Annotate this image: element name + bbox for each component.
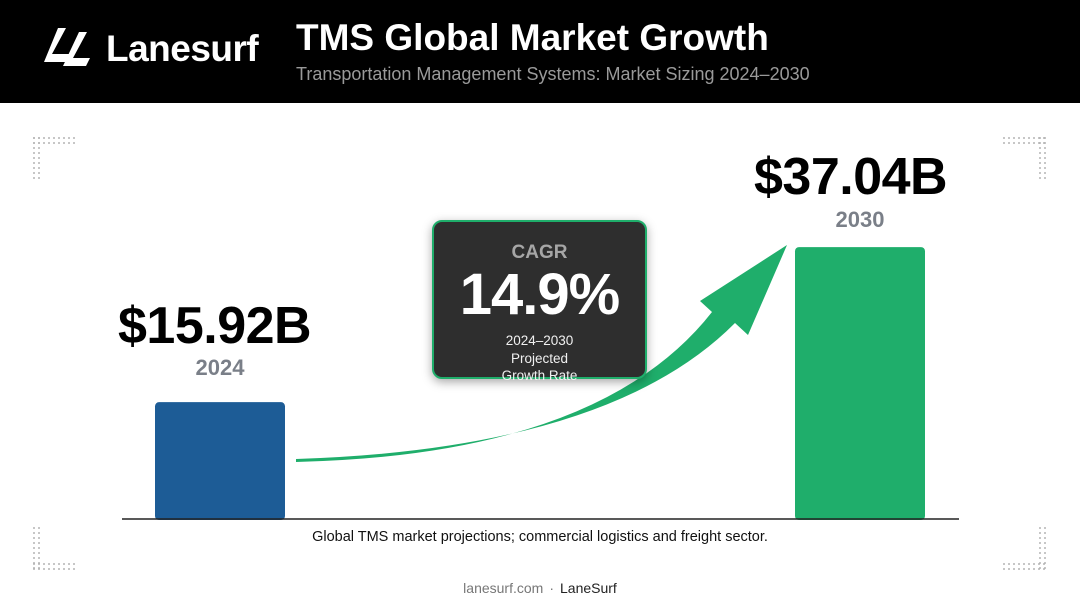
footer-separator: · — [549, 580, 554, 596]
brand-name: Lanesurf — [106, 27, 259, 69]
bar-2030 — [795, 247, 925, 520]
brand-logo: Lanesurf — [44, 27, 259, 69]
bar-value-label-2030: $37.04B — [754, 148, 948, 206]
bar-category-label-2024: 2024 — [195, 355, 245, 380]
cagr-description: 2024–2030 Projected Growth Rate — [501, 333, 578, 384]
bar-value-label-2024: $15.92B — [118, 297, 312, 355]
chart-footnote: Global TMS market projections; commercia… — [312, 529, 768, 545]
corner-dots-top-right — [1003, 137, 1046, 179]
header-bar: Lanesurf TMS Global Market Growth Transp… — [0, 0, 1080, 103]
footer-brand: LaneSurf — [560, 580, 617, 596]
bar-2024 — [155, 402, 285, 520]
corner-dots-bottom-left — [33, 527, 75, 570]
footer-site-link[interactable]: lanesurf.com — [463, 580, 544, 596]
lanesurf-logo-icon — [44, 28, 90, 66]
growth-arrow-icon — [296, 245, 787, 462]
corner-dots-top-left — [33, 137, 75, 179]
corner-dots-bottom-right — [1003, 527, 1046, 570]
cagr-label: CAGR — [511, 242, 568, 263]
cagr-callout: CAGR 14.9% 2024–2030 Projected Growth Ra… — [432, 220, 647, 383]
page-title: TMS Global Market Growth — [296, 17, 769, 58]
market-growth-chart — [122, 245, 959, 520]
bar-category-label-2030: 2030 — [835, 207, 885, 232]
page-subtitle: Transportation Management Systems: Marke… — [296, 64, 810, 84]
page-footer: lanesurf.com · LaneSurf — [0, 580, 1080, 596]
cagr-value: 14.9% — [459, 262, 620, 327]
